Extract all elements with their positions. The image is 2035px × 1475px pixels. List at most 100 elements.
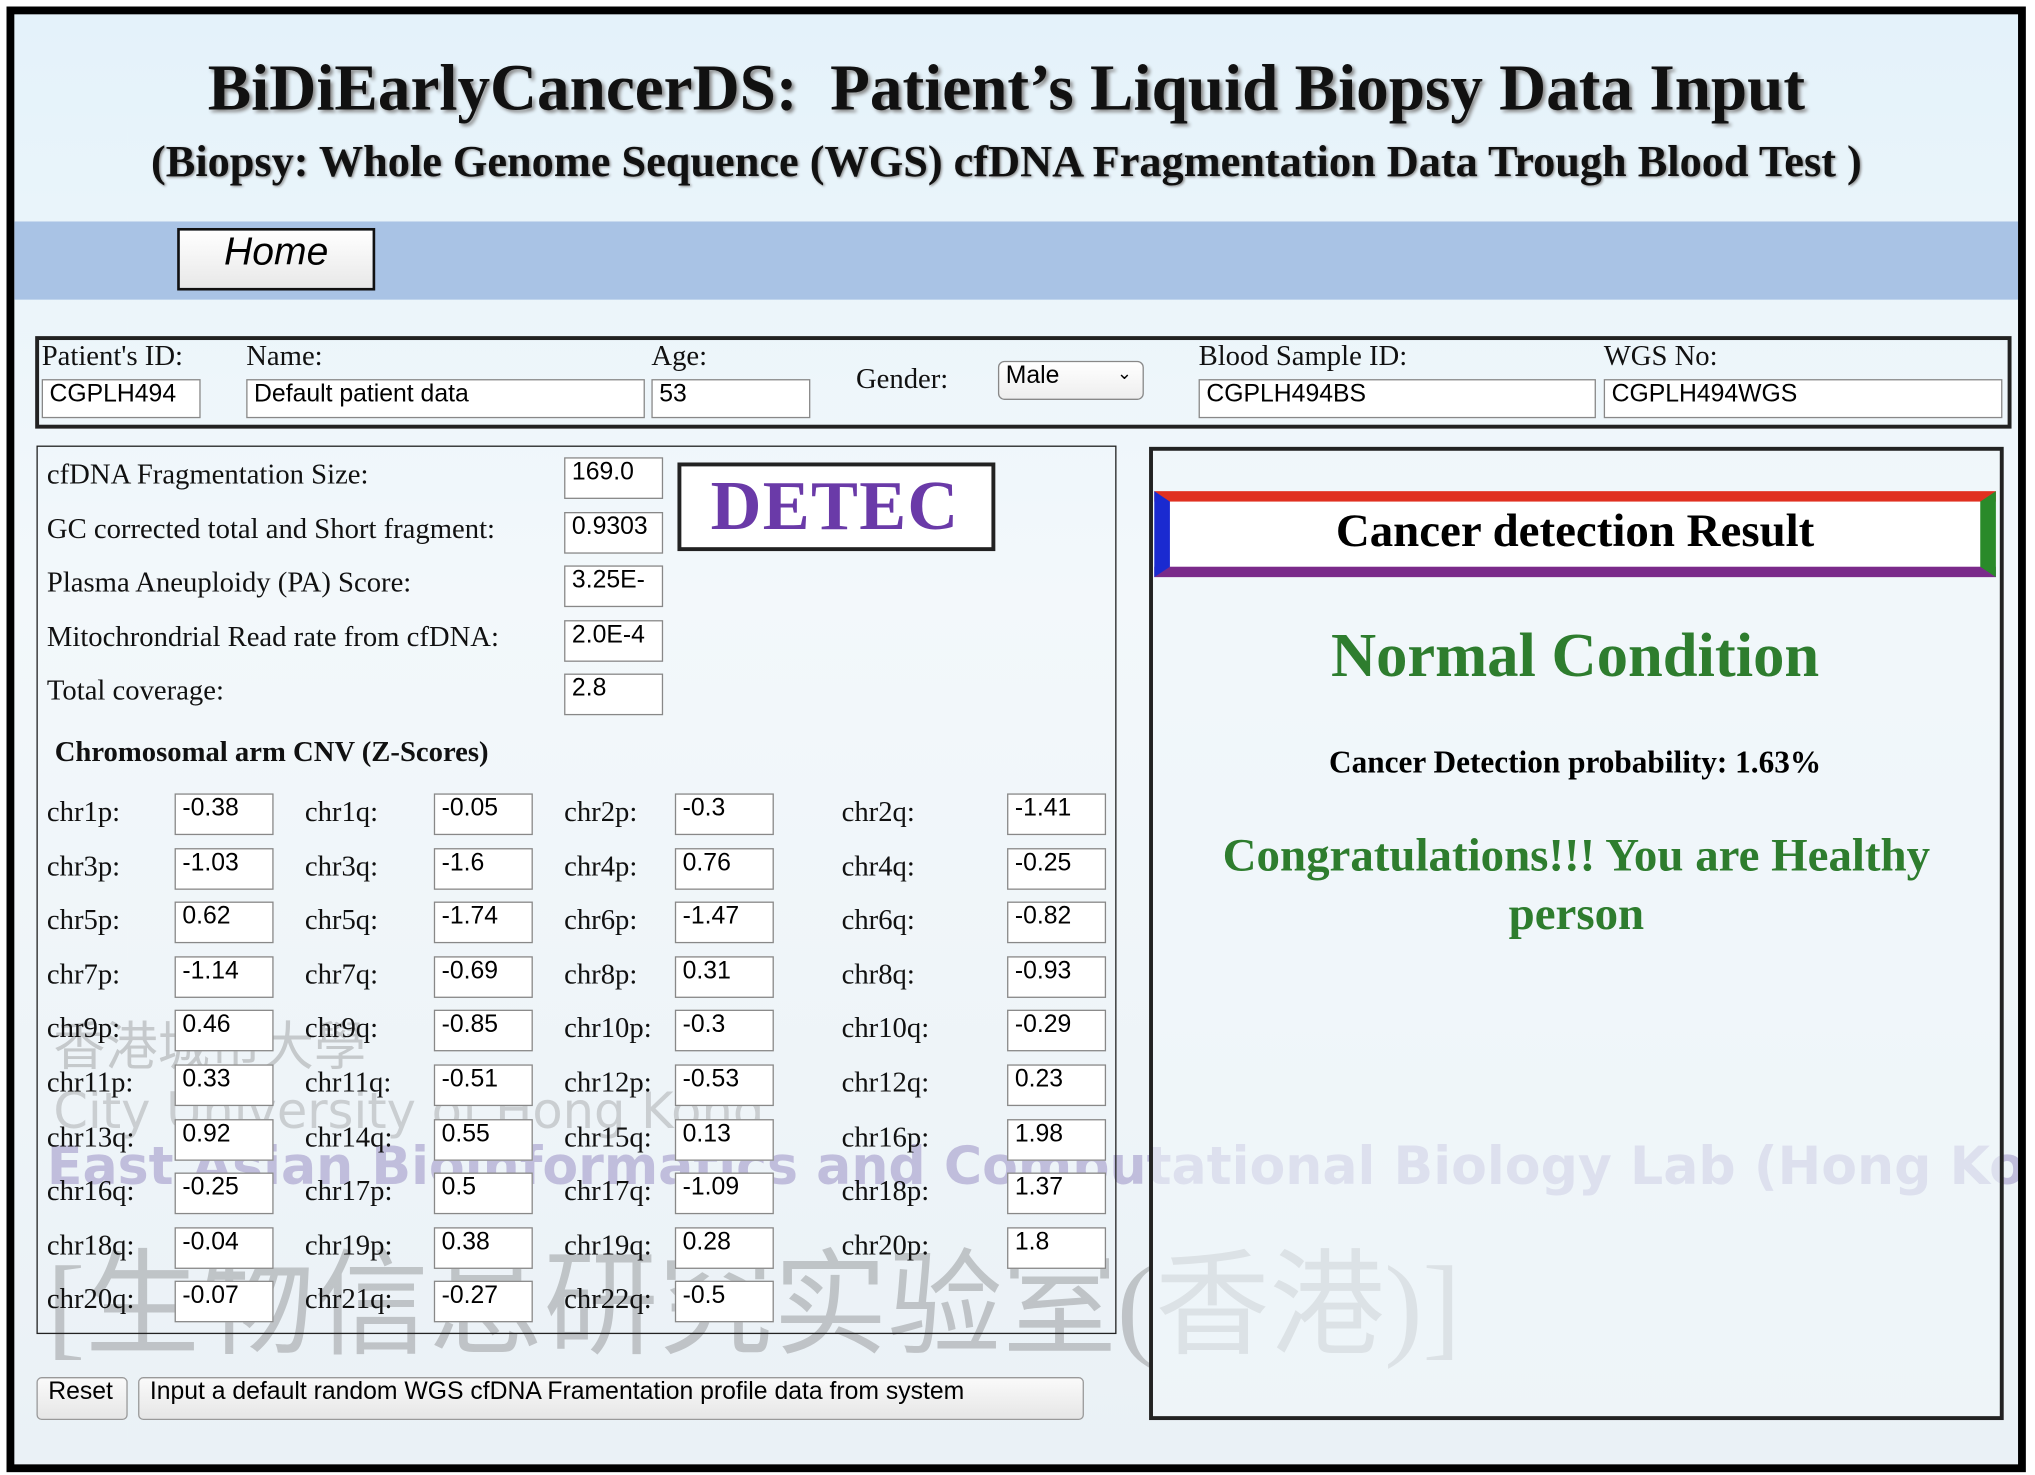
cnv-field[interactable]: -0.05	[433, 793, 533, 836]
cnv-field[interactable]: 0.46	[174, 1010, 274, 1052]
cnv-label: chr7q:	[304, 957, 379, 990]
cnv-label: chr4q:	[841, 848, 915, 882]
cnv-label: chr10p:	[564, 1011, 652, 1045]
text-field[interactable]: 53	[651, 379, 811, 419]
cnv-label: chr8q:	[841, 957, 915, 990]
result-probability: Cancer Detection probability: 1.63%	[1329, 746, 1822, 781]
logo: DETEC	[710, 466, 960, 545]
reset-button[interactable]: Reset	[36, 1377, 128, 1421]
cnv-label: chr19q:	[564, 1228, 652, 1261]
cnv-field[interactable]: -1.6	[433, 847, 533, 890]
home-button[interactable]: Home	[177, 227, 376, 291]
cnv-field[interactable]: -0.51	[433, 1064, 533, 1107]
cnv-label: chr18q:	[46, 1228, 135, 1261]
cnv-field[interactable]: 0.55	[433, 1118, 533, 1161]
cnv-label: chr2q:	[841, 794, 915, 828]
cnv-field[interactable]: -0.82	[1007, 901, 1107, 944]
result-message: Congratulations!!! You are Healthy perso…	[1222, 828, 1931, 940]
cnv-field[interactable]: -0.25	[174, 1172, 274, 1215]
cnv-field[interactable]: 1.37	[1007, 1172, 1107, 1215]
cnv-label: chr19p:	[304, 1228, 393, 1261]
cnv-field[interactable]: -0.25	[1007, 847, 1107, 890]
cnv-field[interactable]: -1.03	[174, 847, 274, 890]
cnv-field[interactable]: 0.38	[433, 1226, 533, 1269]
cnv-field[interactable]: 0.76	[674, 847, 774, 890]
cnv-label: chr14q:	[304, 1119, 393, 1153]
cnv-field[interactable]: -0.85	[433, 1010, 533, 1052]
measure-label: Mitochrondrial Read rate from cfDNA:	[46, 619, 499, 653]
measure-field[interactable]: 3.25E-	[564, 565, 664, 608]
default-data-button[interactable]: Input a default random WGS cfDNA Frament…	[138, 1377, 1084, 1421]
cnv-field[interactable]: -0.93	[1007, 955, 1107, 998]
text-field[interactable]: CGPLH494	[41, 379, 201, 419]
cnv-field[interactable]: -0.29	[1007, 1010, 1107, 1052]
subtitle: (Biopsy: Whole Genome Sequence (WGS) cfD…	[151, 138, 1862, 187]
cnv-field[interactable]: -1.74	[433, 901, 533, 944]
measure-field[interactable]: 2.8	[564, 674, 664, 716]
input-box	[36, 445, 1117, 1335]
cnv-field[interactable]: 0.92	[174, 1118, 274, 1161]
cnv-field[interactable]: -0.04	[174, 1226, 274, 1269]
measure-label: Total coverage:	[46, 674, 224, 707]
cnv-label: chr5q:	[304, 903, 379, 936]
cnv-field[interactable]: 0.23	[1007, 1064, 1107, 1107]
cnv-field[interactable]: -1.14	[174, 955, 274, 998]
cnv-field[interactable]: 0.31	[674, 955, 774, 998]
cnv-field[interactable]: -0.69	[433, 955, 533, 998]
text-field[interactable]: CGPLH494WGS	[1603, 379, 2003, 419]
cnv-label: chr3q:	[304, 848, 379, 882]
cnv-label: chr8p:	[564, 957, 638, 990]
cnv-label: chr21q:	[304, 1282, 393, 1316]
cnv-field[interactable]: 0.13	[674, 1118, 774, 1161]
cnv-label: chr12p:	[564, 1065, 652, 1099]
cnv-label: chr17q:	[564, 1174, 652, 1207]
cnv-label: chr22q:	[564, 1282, 652, 1316]
gender-select[interactable]: Male ⌄	[997, 360, 1144, 400]
cnv-field[interactable]: -0.53	[674, 1064, 774, 1107]
result-status: Normal Condition	[1330, 621, 1820, 691]
cnv-field[interactable]: -0.5	[674, 1281, 774, 1323]
cnv-field[interactable]: 0.5	[433, 1172, 533, 1215]
cnv-label: chr20q:	[46, 1282, 135, 1316]
patient-box	[35, 336, 2012, 429]
measure-label: cfDNA Fragmentation Size:	[46, 457, 369, 490]
cnv-label: chr12q:	[841, 1065, 930, 1099]
cnv-label: chr9q:	[304, 1011, 379, 1045]
field-label: Age:	[651, 338, 708, 372]
cnv-field[interactable]: -1.47	[674, 901, 774, 944]
select-arrow: ⌄	[1116, 362, 1133, 384]
cnv-field[interactable]: 0.62	[174, 901, 274, 944]
measure-field[interactable]: 2.0E-4	[564, 619, 664, 662]
cnv-label: chr9p:	[46, 1011, 121, 1045]
cnv-label: chr15q:	[564, 1119, 652, 1153]
result-box	[1149, 446, 2004, 1421]
cnv-field[interactable]: -0.27	[433, 1281, 533, 1323]
cnv-label: chr6q:	[841, 903, 915, 936]
cnv-field[interactable]: 0.33	[174, 1064, 274, 1107]
text-field[interactable]: CGPLH494BS	[1198, 379, 1596, 419]
cnv-field[interactable]: 1.8	[1007, 1226, 1107, 1269]
cnv-field[interactable]: -1.09	[674, 1172, 774, 1215]
measure-field[interactable]: 0.9303	[564, 511, 664, 554]
cnv-label: chr3p:	[46, 848, 121, 882]
cnv-label: chr16q:	[46, 1174, 135, 1207]
cnv-field[interactable]: 0.28	[674, 1226, 774, 1269]
cnv-label: chr20p:	[841, 1228, 930, 1261]
cnv-label: chr10q:	[841, 1011, 930, 1045]
cnv-field[interactable]: -1.41	[1007, 793, 1107, 836]
result-title: Cancer detection Result	[1335, 504, 1815, 557]
cnv-field[interactable]: -0.38	[174, 793, 274, 836]
cnv-field[interactable]: -0.07	[174, 1281, 274, 1323]
cnv-label: chr7p:	[46, 957, 121, 990]
cnv-label: chr13q:	[46, 1119, 135, 1153]
cnv-field[interactable]: 1.98	[1007, 1118, 1107, 1161]
cnv-label: chr1q:	[304, 794, 379, 828]
text-field[interactable]: Default patient data	[246, 379, 645, 419]
measure-field[interactable]: 169.0	[564, 457, 664, 499]
cnv-field[interactable]: -0.3	[674, 1010, 774, 1052]
logo-box	[677, 462, 996, 552]
cnv-label: chr5p:	[46, 903, 121, 936]
cnv-field[interactable]: -0.3	[674, 793, 774, 836]
cnv-label: chr4p:	[564, 848, 638, 882]
